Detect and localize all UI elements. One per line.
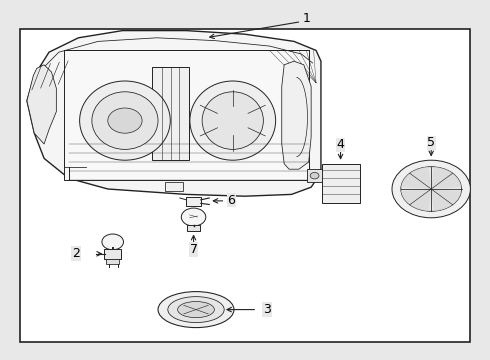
Polygon shape [431, 167, 462, 189]
Text: 7: 7 [190, 243, 197, 256]
Ellipse shape [158, 292, 234, 328]
Polygon shape [282, 61, 311, 169]
Ellipse shape [190, 81, 275, 160]
Bar [152, 67, 189, 160]
Bar [307, 169, 322, 182]
Text: 2: 2 [72, 247, 80, 260]
Polygon shape [401, 167, 431, 189]
Polygon shape [401, 189, 431, 211]
Ellipse shape [202, 92, 264, 149]
Text: 5: 5 [427, 136, 435, 149]
Bar [165, 182, 183, 191]
Circle shape [108, 108, 142, 133]
Circle shape [102, 234, 123, 250]
Circle shape [310, 172, 319, 179]
Bar [106, 259, 119, 264]
Bar [64, 50, 309, 180]
Text: 4: 4 [337, 138, 344, 151]
Polygon shape [27, 65, 56, 144]
Bar [186, 197, 201, 206]
Ellipse shape [92, 92, 158, 149]
Text: 3: 3 [263, 303, 271, 316]
Ellipse shape [79, 81, 171, 160]
Bar [187, 225, 200, 231]
Circle shape [181, 208, 206, 226]
Circle shape [392, 160, 470, 218]
Polygon shape [431, 189, 462, 211]
Ellipse shape [177, 302, 215, 318]
Bar [322, 164, 360, 203]
Bar [104, 249, 121, 259]
Text: 6: 6 [227, 194, 235, 207]
Text: 1: 1 [302, 12, 310, 25]
Bar [20, 29, 470, 342]
Circle shape [401, 167, 462, 211]
Polygon shape [27, 31, 321, 196]
Ellipse shape [168, 297, 224, 323]
